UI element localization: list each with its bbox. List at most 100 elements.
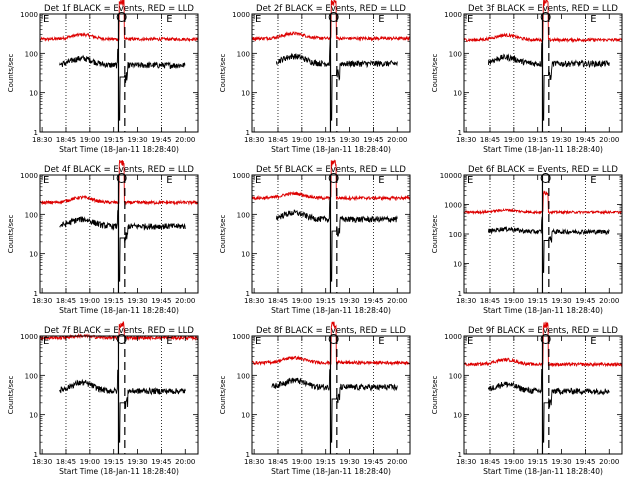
peak-circle-marker [116,12,127,22]
x-tick-label: 19:15 [316,136,336,144]
x-axis-label: Start Time (18-Jan-11 18:28:40) [271,145,391,154]
y-tick-label: 1000 [444,202,462,210]
peak-circle-marker [328,334,339,344]
panel-title: Det 6f BLACK = Events, RED = LLD [468,165,618,175]
x-axis-label: Start Time (18-Jan-11 18:28:40) [271,467,391,476]
y-tick-label: 1 [34,451,38,459]
y-tick-label: 100 [449,231,462,239]
y-tick-label: 100 [25,211,38,219]
x-tick-label: 20:00 [599,136,619,144]
x-tick-label: 19:00 [80,136,100,144]
x-tick-label: 18:30 [244,297,264,305]
x-tick-label: 19:45 [151,136,171,144]
corner-label-right: E [590,336,596,347]
x-tick-label: 18:45 [56,458,76,466]
peak-circle-marker [540,334,551,344]
series-events-black [59,48,186,121]
plot-frame [39,335,199,455]
y-axis-label: Counts/sec [431,215,439,254]
x-tick-label: 19:00 [504,136,524,144]
y-tick-label: 10 [241,90,250,98]
x-tick-label: 19:45 [575,458,595,466]
plot-frame [463,335,623,455]
corner-label-right: E [166,175,172,186]
x-tick-label: 18:30 [32,458,52,466]
y-tick-label: 100 [25,372,38,380]
corner-label-right: E [378,175,384,186]
y-tick-label: 10 [453,412,462,420]
y-axis-label: Counts/sec [7,376,15,415]
x-axis-label: Start Time (18-Jan-11 18:28:40) [483,145,603,154]
x-tick-label: 19:45 [575,297,595,305]
corner-label-right: E [590,14,596,25]
series-lld-red [40,321,199,341]
series-lld-red [40,0,199,43]
corner-label-left: E [467,14,473,25]
x-tick-label: 19:15 [528,458,548,466]
x-tick-label: 18:30 [32,136,52,144]
x-axis-label: Start Time (18-Jan-11 18:28:40) [59,306,179,315]
x-tick-label: 18:45 [268,136,288,144]
x-tick-label: 18:45 [480,458,500,466]
y-tick-label: 1 [34,129,38,137]
series-lld-red [252,321,411,366]
peak-circle-marker [328,173,339,183]
y-tick-label: 10 [241,412,250,420]
corner-label-left: E [255,336,261,347]
y-tick-label: 100 [237,50,250,58]
x-tick-label: 19:00 [292,297,312,305]
y-tick-label: 1000 [20,11,38,19]
y-tick-label: 10 [29,251,38,259]
corner-label-right: E [378,336,384,347]
x-tick-label: 19:30 [127,136,147,144]
x-tick-label: 20:00 [387,136,407,144]
y-tick-label: 10 [29,412,38,420]
y-axis-label: Counts/sec [7,215,15,254]
y-tick-label: 1 [246,451,250,459]
x-tick-label: 18:30 [244,458,264,466]
y-tick-label: 10 [241,251,250,259]
x-tick-label: 19:00 [504,458,524,466]
series-events-black [271,368,398,443]
x-tick-label: 19:45 [151,458,171,466]
x-axis-label: Start Time (18-Jan-11 18:28:40) [59,145,179,154]
corner-label-right: E [166,14,172,25]
peak-circle-marker [116,334,127,344]
x-tick-label: 20:00 [175,136,195,144]
x-tick-label: 19:30 [339,136,359,144]
x-tick-label: 19:30 [551,458,571,466]
x-tick-label: 19:45 [151,297,171,305]
y-axis-label: Counts/sec [431,376,439,415]
x-tick-label: 18:45 [480,136,500,144]
x-tick-label: 19:45 [575,136,595,144]
corner-label-left: E [43,336,49,347]
x-tick-label: 19:30 [339,297,359,305]
plot-frame [463,13,623,133]
x-tick-label: 20:00 [599,458,619,466]
series-lld-red [40,160,199,206]
x-tick-label: 20:00 [599,297,619,305]
x-tick-label: 20:00 [387,297,407,305]
x-tick-label: 18:45 [268,297,288,305]
corner-label-left: E [467,336,473,347]
x-tick-label: 18:45 [268,458,288,466]
plot-frame [251,335,411,455]
x-tick-label: 19:30 [551,297,571,305]
x-tick-label: 18:45 [56,297,76,305]
x-tick-label: 19:30 [127,297,147,305]
y-tick-label: 1 [458,129,462,137]
x-tick-label: 19:00 [80,458,100,466]
series-events-black [59,202,186,282]
y-tick-label: 10 [453,261,462,269]
series-events-black [487,216,610,273]
x-tick-label: 19:45 [363,458,383,466]
y-tick-label: 1000 [20,333,38,341]
corner-label-left: E [467,175,473,186]
x-tick-label: 20:00 [175,458,195,466]
